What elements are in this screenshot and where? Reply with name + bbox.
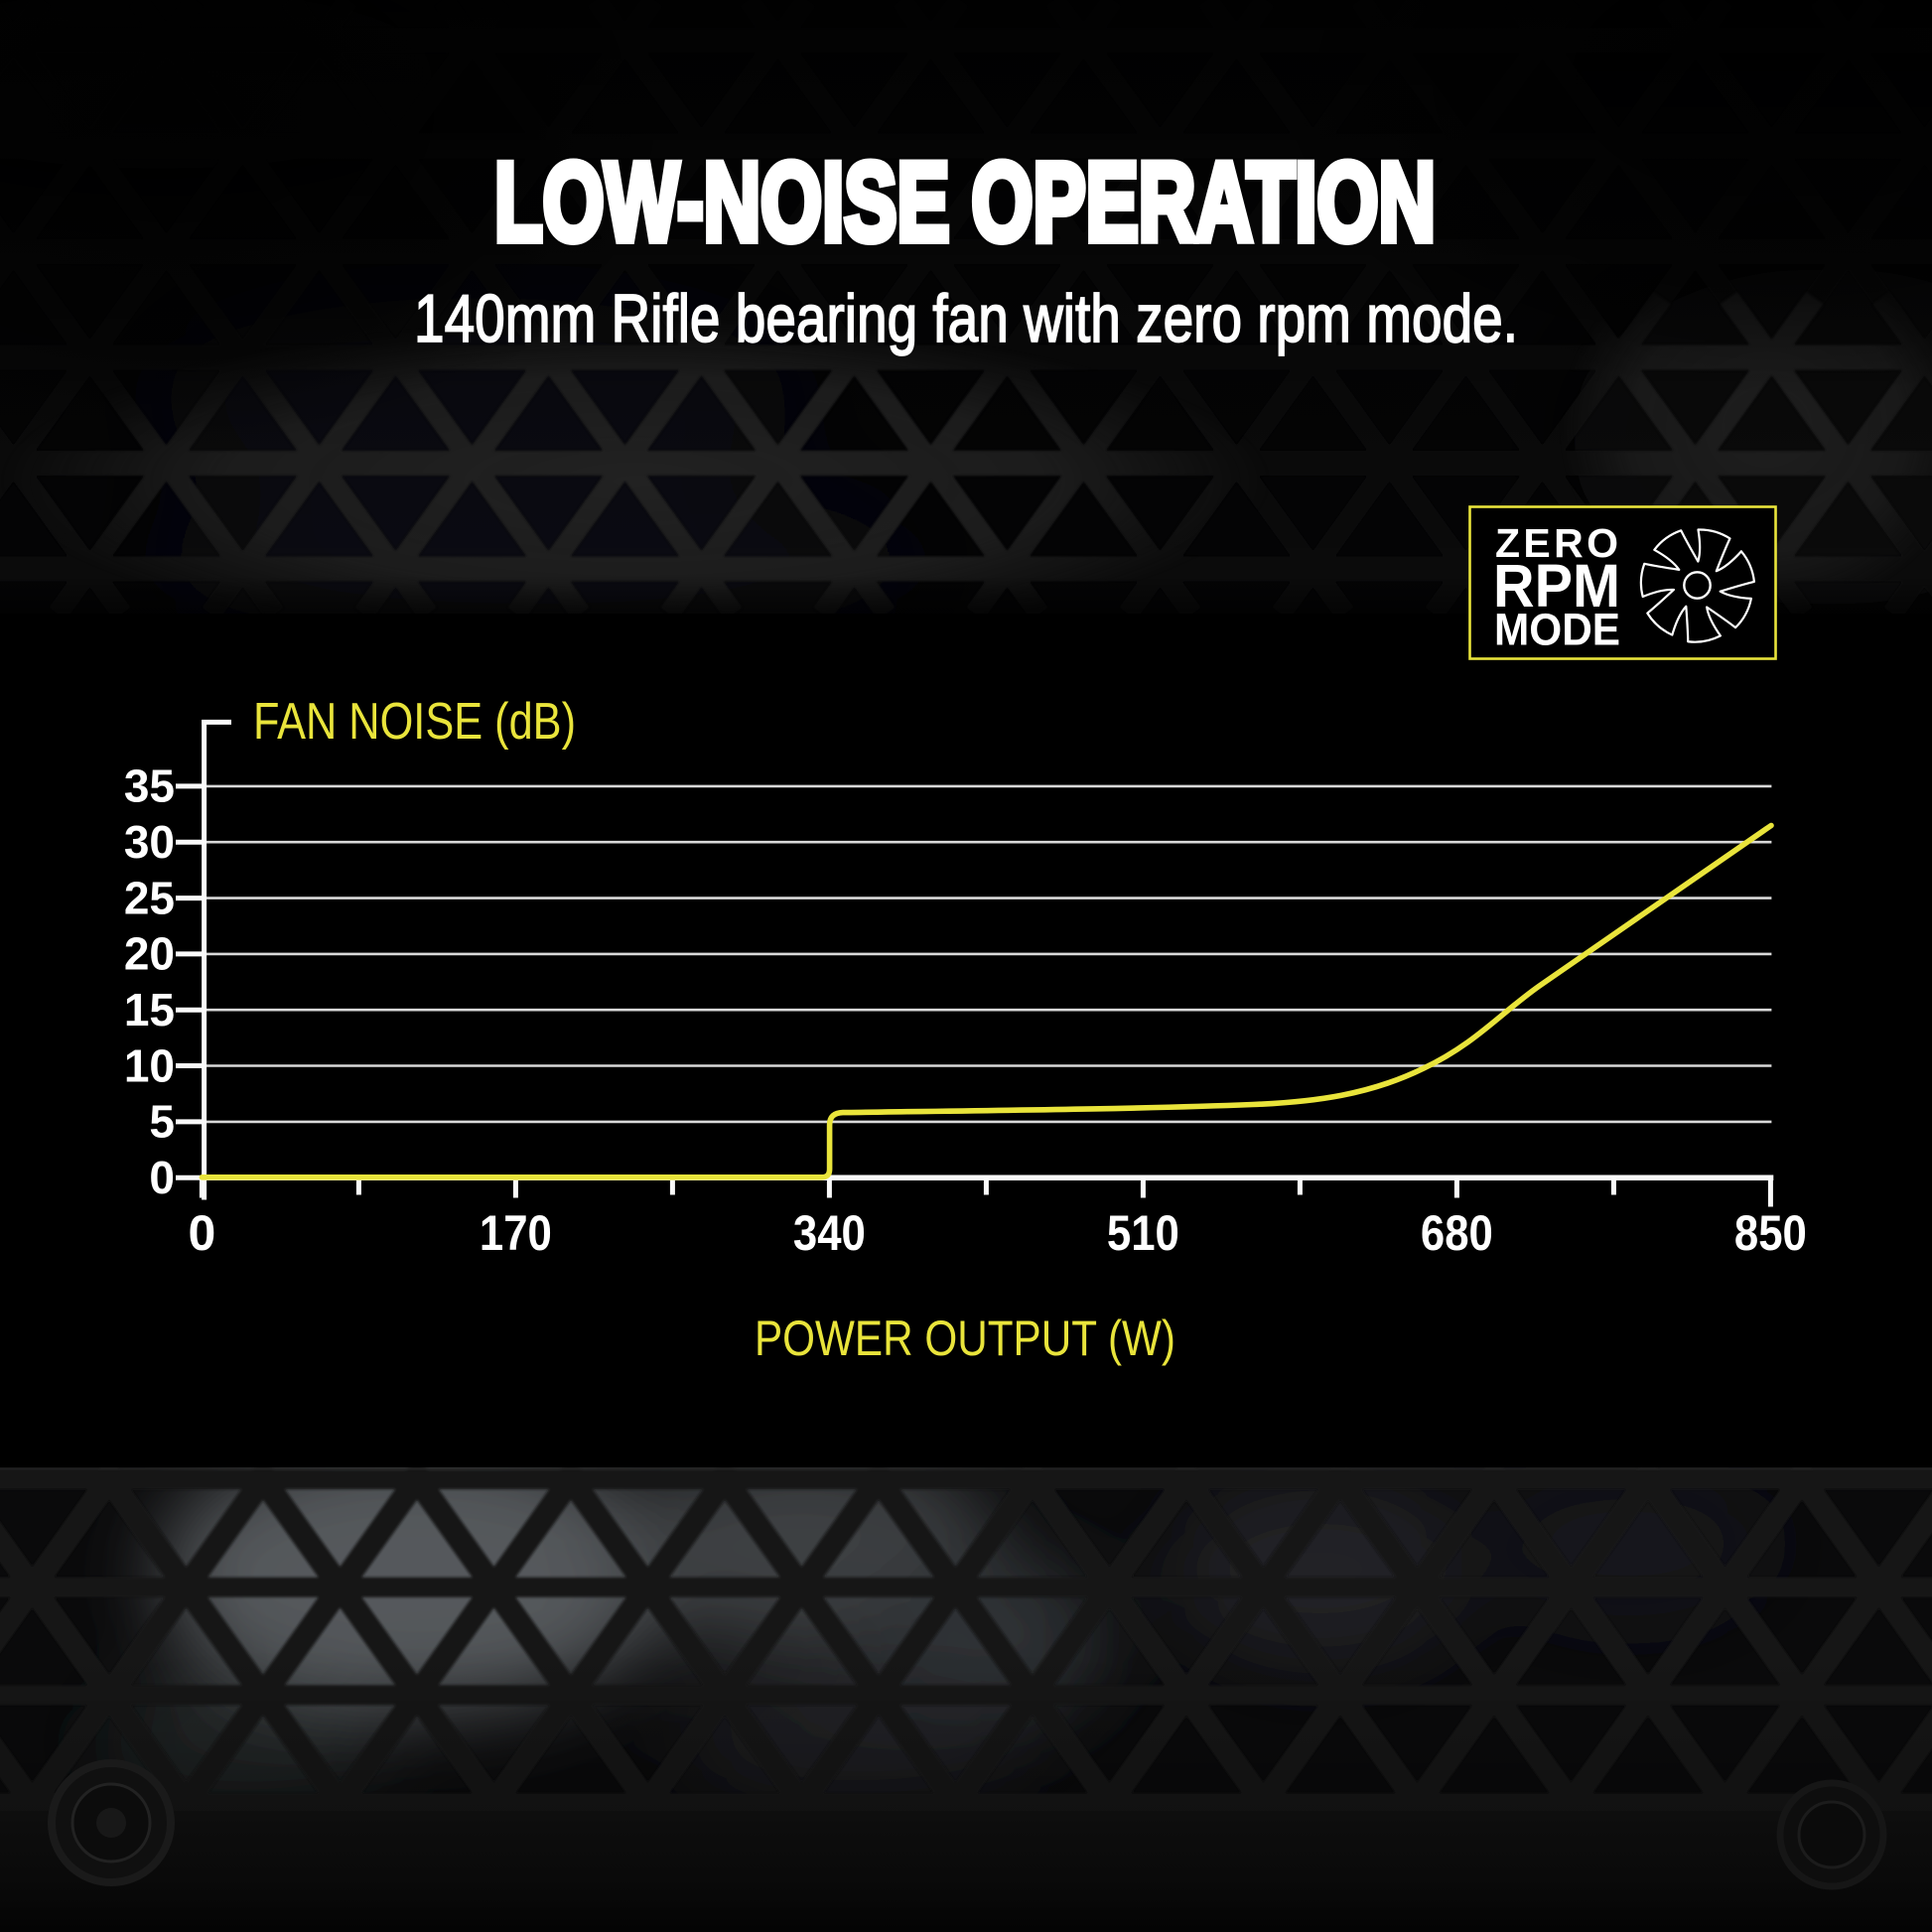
svg-text:5: 5	[149, 1096, 175, 1148]
svg-text:140mm Rifle bearing fan with z: 140mm Rifle bearing fan with zero rpm mo…	[414, 281, 1518, 356]
svg-text:680: 680	[1421, 1205, 1493, 1261]
svg-text:35: 35	[124, 760, 175, 812]
svg-text:0: 0	[149, 1152, 175, 1203]
svg-text:ZERO: ZERO	[1495, 520, 1618, 566]
svg-text:15: 15	[124, 984, 175, 1035]
svg-text:850: 850	[1734, 1205, 1807, 1261]
svg-text:10: 10	[124, 1039, 175, 1091]
svg-text:340: 340	[793, 1205, 866, 1261]
svg-text:0: 0	[188, 1205, 215, 1261]
svg-text:25: 25	[124, 872, 175, 923]
svg-text:LOW-NOISE OPERATION: LOW-NOISE OPERATION	[494, 140, 1436, 264]
svg-text:RPM: RPM	[1493, 552, 1620, 620]
svg-text:30: 30	[124, 816, 175, 868]
svg-text:170: 170	[480, 1205, 552, 1261]
svg-text:MODE: MODE	[1494, 605, 1620, 655]
svg-text:FAN NOISE (dB): FAN NOISE (dB)	[253, 693, 576, 751]
svg-text:510: 510	[1107, 1205, 1179, 1261]
svg-text:20: 20	[124, 928, 175, 980]
svg-text:POWER OUTPUT (W): POWER OUTPUT (W)	[755, 1311, 1175, 1366]
